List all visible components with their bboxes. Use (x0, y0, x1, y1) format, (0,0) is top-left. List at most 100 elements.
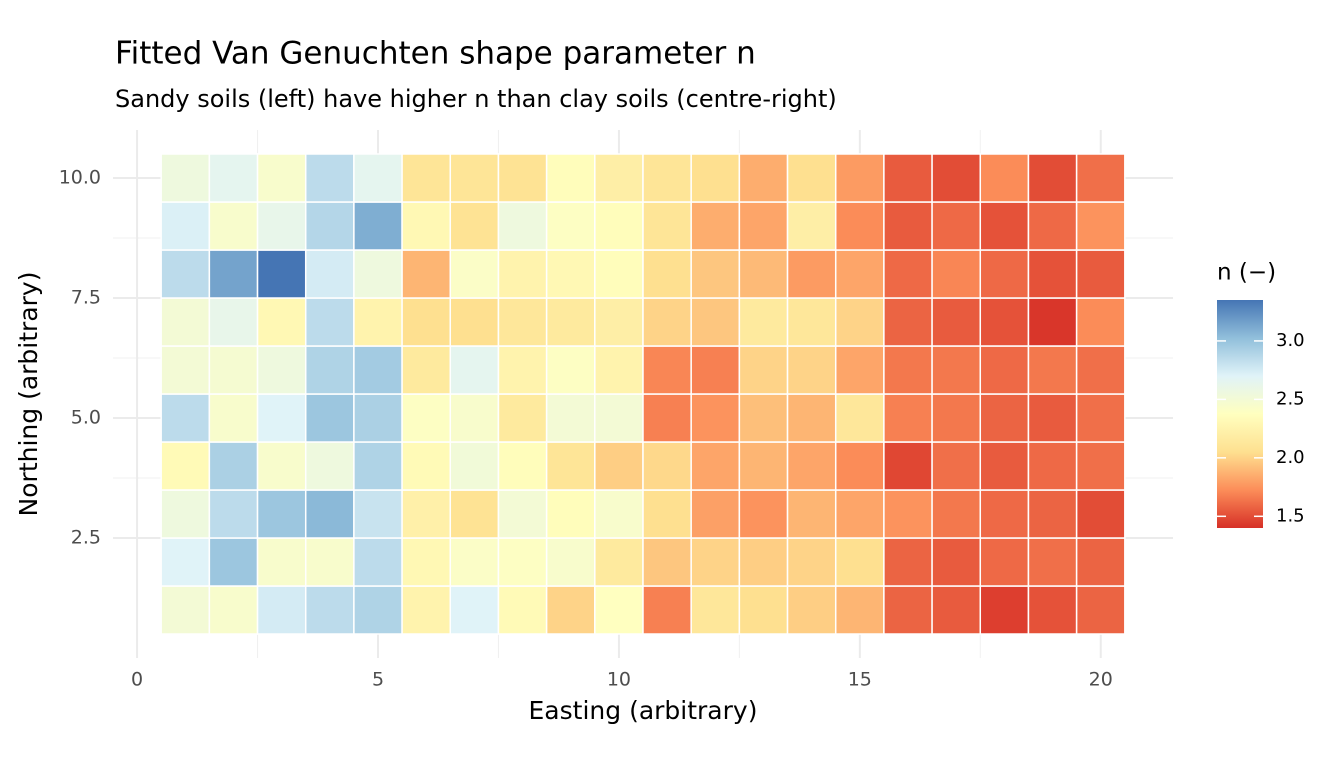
heat-tile (642, 345, 692, 395)
heat-tile (786, 441, 837, 491)
heat-tile (256, 201, 307, 251)
heat-tile (738, 489, 789, 539)
heat-tile (786, 489, 837, 539)
heat-tile (642, 441, 692, 491)
heat-tile (1075, 393, 1126, 443)
heat-tile (690, 297, 741, 347)
heat-tile (738, 585, 789, 635)
heat-tile (497, 201, 548, 251)
heat-tile (690, 585, 741, 635)
heat-tile (1027, 537, 1078, 587)
heat-tile (353, 441, 403, 491)
heat-tile (931, 537, 982, 587)
heat-tile (883, 345, 933, 395)
heat-tile (208, 249, 259, 299)
y-tick-label: 2.5 (71, 527, 101, 549)
heat-tile (160, 489, 211, 539)
heat-tile (304, 585, 355, 635)
heat-tile (594, 345, 644, 395)
heat-tile (834, 393, 885, 443)
heat-tile (353, 201, 403, 251)
heat-tile (160, 345, 211, 395)
heat-tile (401, 297, 452, 347)
heat-tile (353, 345, 403, 395)
heat-tile (1075, 345, 1126, 395)
heat-tile (786, 201, 837, 251)
heat-tile (160, 249, 211, 299)
heat-tile (690, 153, 741, 203)
heat-tile (690, 345, 741, 395)
heat-tile (1075, 201, 1126, 251)
heat-tile (834, 153, 885, 203)
heat-tile (594, 297, 644, 347)
heat-tile (256, 393, 307, 443)
heat-tile (449, 297, 500, 347)
heat-tile (979, 393, 1030, 443)
heat-tile (738, 345, 789, 395)
heat-tile (931, 441, 982, 491)
heat-tile (1075, 441, 1126, 491)
heat-tile (208, 297, 259, 347)
heat-tile (594, 153, 644, 203)
heat-tile (304, 153, 355, 203)
heat-tile (1075, 537, 1126, 587)
heat-tile (208, 585, 259, 635)
heat-tile (979, 441, 1030, 491)
heat-tile (883, 201, 933, 251)
heat-tile (304, 201, 355, 251)
heat-tile (256, 489, 307, 539)
heat-tile (1027, 153, 1078, 203)
heat-tile (883, 489, 933, 539)
heat-tile (545, 489, 596, 539)
heat-tile (1027, 489, 1078, 539)
heat-tile (1027, 441, 1078, 491)
heat-tile (304, 345, 355, 395)
heat-tile (353, 153, 403, 203)
heat-tile (931, 249, 982, 299)
heat-tile (353, 297, 403, 347)
heat-tile (738, 153, 789, 203)
heat-tile (1027, 249, 1078, 299)
y-tick-label: 10.0 (59, 167, 101, 189)
heat-tile (1027, 585, 1078, 635)
y-tick-label: 7.5 (71, 287, 101, 309)
colorbar-label: 2.0 (1276, 447, 1305, 468)
heat-tile (160, 201, 211, 251)
heat-tile (979, 585, 1030, 635)
heat-tile (931, 153, 982, 203)
heat-tile (883, 153, 933, 203)
x-tick-label: 0 (131, 669, 143, 691)
heat-tile (883, 249, 933, 299)
heat-tile (594, 537, 644, 587)
heat-tile (786, 345, 837, 395)
heat-tile (497, 249, 548, 299)
legend-title: n (−) (1217, 260, 1276, 286)
heat-tile (642, 153, 692, 203)
heat-tile (449, 201, 500, 251)
heat-tile (160, 153, 211, 203)
heat-tile (449, 345, 500, 395)
heat-tile (545, 249, 596, 299)
heat-tile (979, 153, 1030, 203)
heat-tile (594, 441, 644, 491)
heat-tile (931, 345, 982, 395)
heat-tile (1027, 393, 1078, 443)
heat-tile (738, 393, 789, 443)
heat-tile (449, 249, 500, 299)
heat-tile (642, 297, 692, 347)
heat-tile (160, 441, 211, 491)
heat-tile (160, 393, 211, 443)
heat-tile (256, 345, 307, 395)
heat-tile (256, 249, 307, 299)
heat-tile (497, 393, 548, 443)
heat-tile (1075, 249, 1126, 299)
heat-tile (979, 201, 1030, 251)
heat-tile (883, 537, 933, 587)
heat-tile (401, 537, 452, 587)
heat-tile (979, 297, 1030, 347)
heat-tile (786, 537, 837, 587)
heat-tile (304, 537, 355, 587)
heat-tile (449, 585, 500, 635)
heat-tile (931, 585, 982, 635)
